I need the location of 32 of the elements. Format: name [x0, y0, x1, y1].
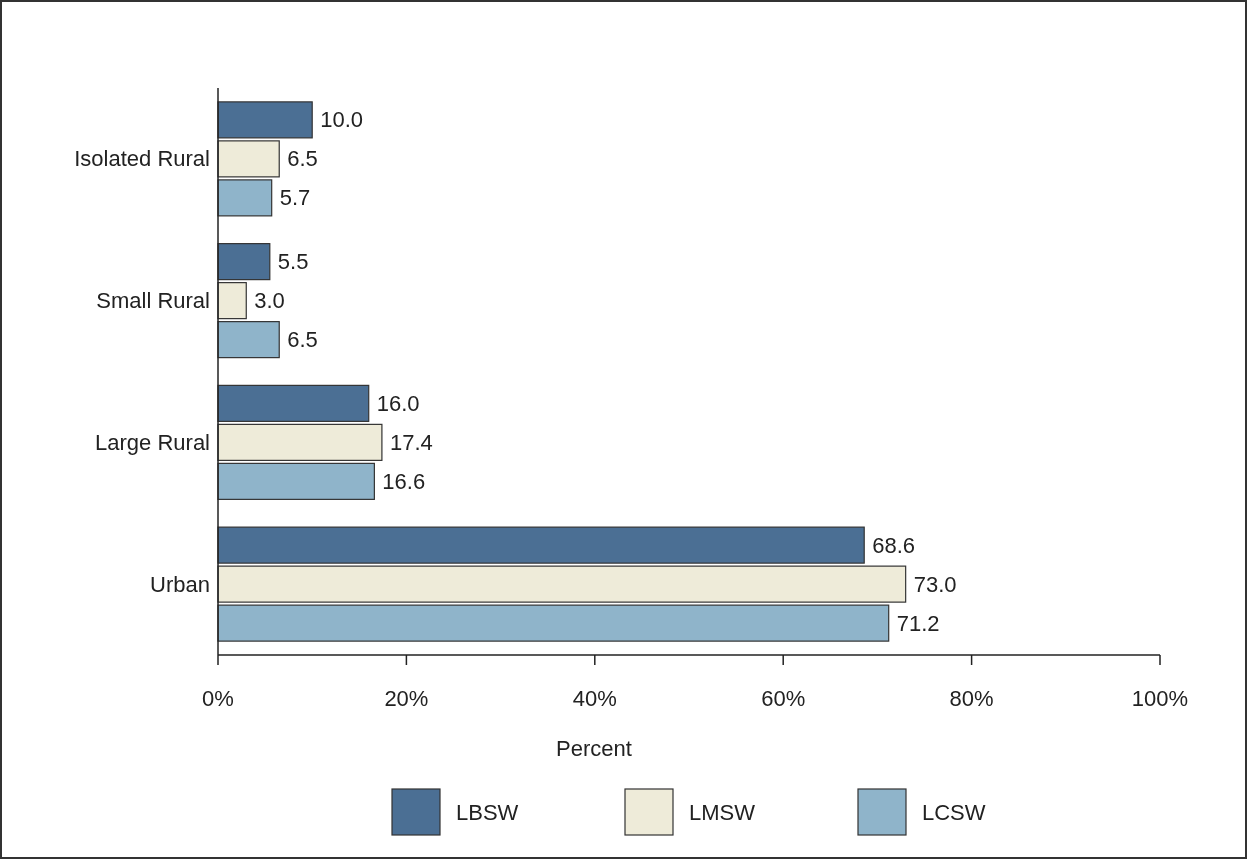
data-label: 16.0	[376, 390, 420, 416]
bar	[217, 321, 280, 359]
legend-label: LMSW	[689, 799, 756, 825]
y-tick-label: Isolated Rural	[74, 146, 210, 172]
data-label: 73.0	[913, 571, 957, 597]
bar	[217, 243, 271, 281]
data-label: 71.2	[896, 610, 940, 636]
bar	[217, 384, 370, 422]
y-tick-label: Small Rural	[96, 288, 210, 314]
y-tick-label: Urban	[150, 571, 210, 597]
legend-label: LCSW	[922, 799, 986, 825]
x-tick-label: 100%	[1131, 685, 1189, 711]
x-tick-label: 40%	[572, 685, 617, 711]
y-tick-label: Large Rural	[95, 429, 210, 455]
bar	[217, 462, 375, 500]
data-label: 6.5	[287, 146, 318, 172]
data-label: 5.5	[277, 249, 309, 275]
legend-label: LBSW	[456, 799, 519, 825]
data-label: 68.6	[872, 532, 916, 558]
x-axis-title: Percent	[556, 735, 632, 761]
x-tick-label: 0%	[202, 685, 234, 711]
x-tick-label: 20%	[384, 685, 429, 711]
x-tick-label: 80%	[949, 685, 994, 711]
x-tick-label: 60%	[761, 685, 806, 711]
data-label: 3.0	[254, 288, 285, 314]
data-label: 10.0	[320, 107, 364, 133]
data-label: 17.4	[389, 429, 433, 455]
bar	[217, 282, 247, 320]
data-label: 16.6	[382, 468, 426, 494]
data-label: 6.5	[287, 327, 318, 353]
data-label: 5.7	[279, 185, 311, 211]
bar	[217, 423, 383, 461]
